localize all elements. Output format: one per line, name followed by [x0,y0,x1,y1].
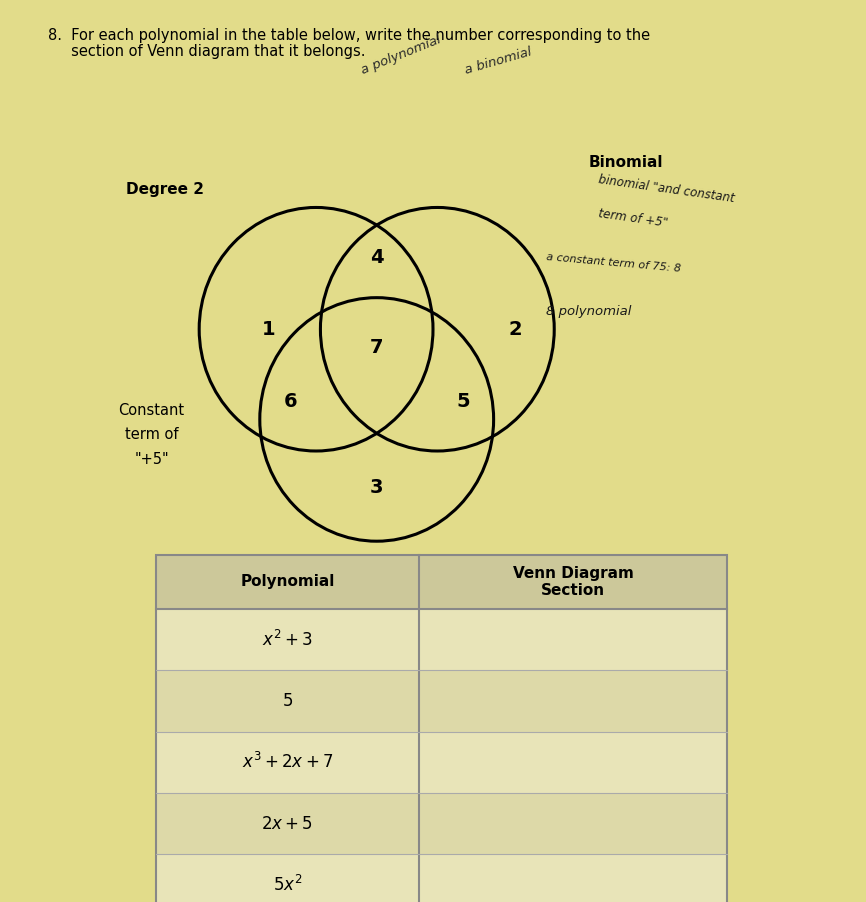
Text: $5$: $5$ [281,692,293,710]
FancyBboxPatch shape [156,854,727,902]
Text: 7: 7 [370,337,384,357]
Text: Polynomial: Polynomial [240,575,334,589]
Text: section of Venn diagram that it belongs.: section of Venn diagram that it belongs. [48,44,365,60]
Text: 1: 1 [262,319,275,339]
Text: $x^3 + 2x + 7$: $x^3 + 2x + 7$ [242,752,333,772]
Text: Binomial: Binomial [589,155,663,170]
Text: 3: 3 [370,477,384,497]
Text: 2: 2 [508,319,522,339]
FancyBboxPatch shape [156,732,727,793]
Text: Degree 2: Degree 2 [126,182,204,197]
Text: term of +5": term of +5" [598,207,669,230]
Text: $5x^2$: $5x^2$ [273,875,302,895]
Text: 4: 4 [370,247,384,267]
Text: $x^2 + 3$: $x^2 + 3$ [262,630,313,649]
Text: a constant term of 75: 8: a constant term of 75: 8 [546,253,681,274]
Text: 6: 6 [283,391,297,411]
Text: binomial "and constant: binomial "and constant [598,173,735,206]
FancyBboxPatch shape [156,793,727,854]
FancyBboxPatch shape [156,555,727,902]
Text: a binomial: a binomial [463,45,533,77]
Text: 8 polynomial: 8 polynomial [546,305,631,318]
FancyBboxPatch shape [156,670,727,732]
Text: a polynomial: a polynomial [359,32,443,77]
FancyBboxPatch shape [156,555,727,609]
Text: Constant: Constant [119,403,184,418]
Text: term of: term of [125,428,178,442]
Text: 8.  For each polynomial in the table below, write the number corresponding to th: 8. For each polynomial in the table belo… [48,28,650,43]
Text: 5: 5 [456,391,470,411]
FancyBboxPatch shape [156,609,727,670]
Text: $2x + 5$: $2x + 5$ [262,815,313,833]
Text: Venn Diagram
Section: Venn Diagram Section [513,566,634,598]
Text: "+5": "+5" [134,452,169,466]
